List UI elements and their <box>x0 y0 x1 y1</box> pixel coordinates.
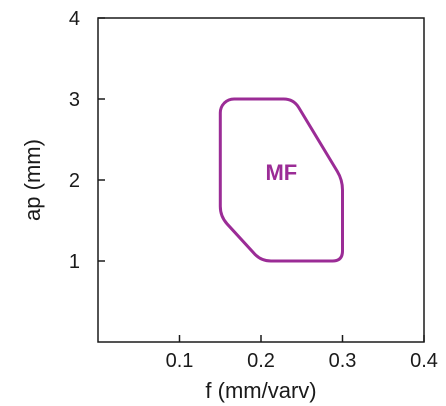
x-tick-label: 0.3 <box>329 350 357 372</box>
region-mf <box>218 97 344 263</box>
y-tick-label: 2 <box>69 170 80 192</box>
x-tick-label: 0.4 <box>410 350 438 372</box>
y-tick-label: 3 <box>69 89 80 111</box>
y-tick-label: 4 <box>69 8 80 30</box>
region-label: MF <box>265 160 297 185</box>
x-tick-label: 0.1 <box>166 350 194 372</box>
y-tick-label: 1 <box>69 251 80 273</box>
x-axis-label: f (mm/varv) <box>205 378 316 403</box>
plot-frame <box>97 17 425 343</box>
x-tick-label: 0.2 <box>247 350 275 372</box>
y-axis-label: ap (mm) <box>20 139 45 221</box>
